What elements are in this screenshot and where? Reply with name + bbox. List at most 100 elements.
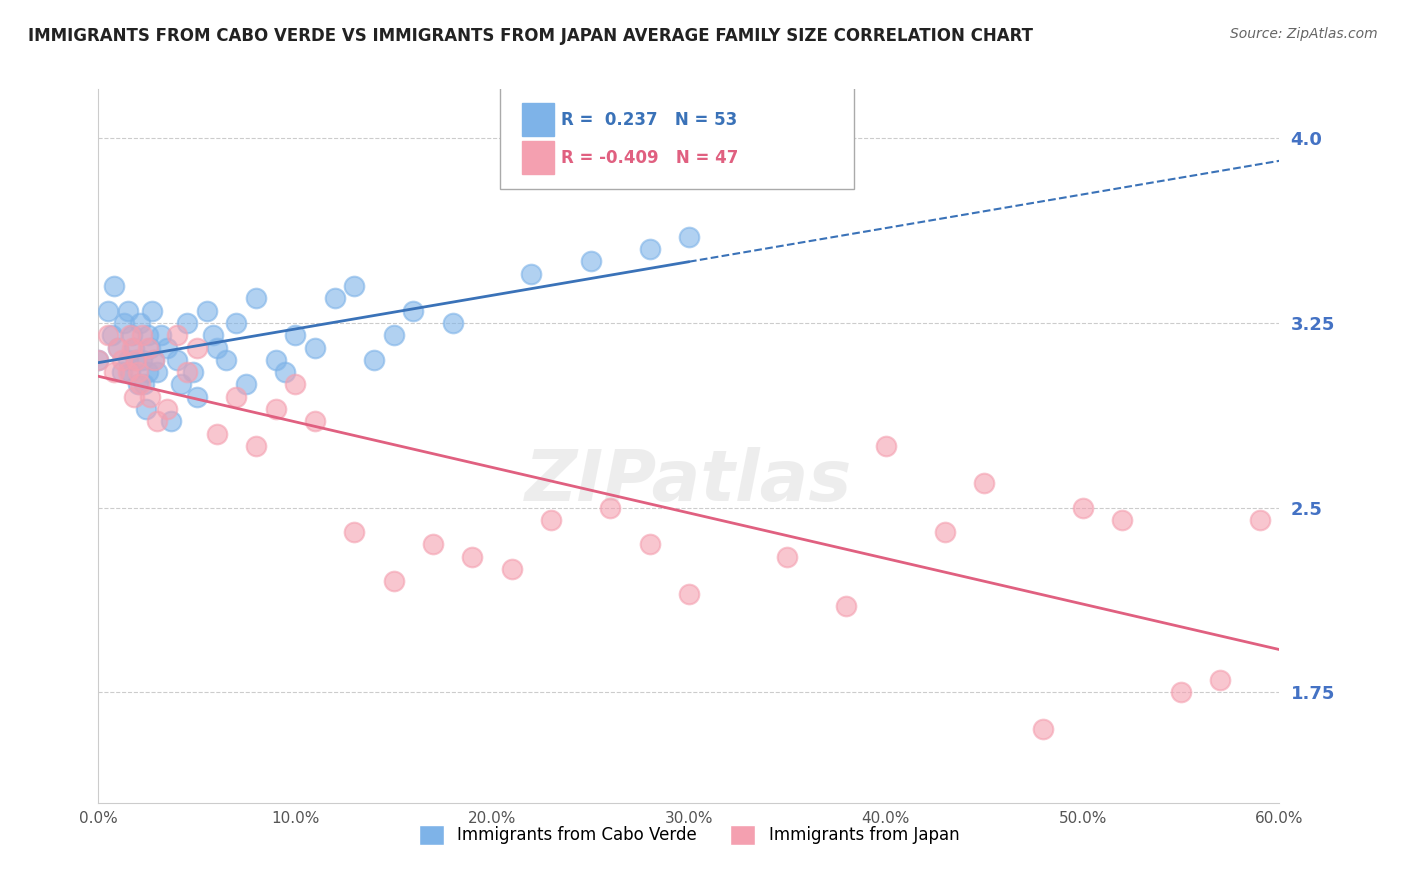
Point [579,254,602,268]
Point [245,291,267,305]
Point [131,352,153,367]
Point [304,341,326,355]
Point [875,439,897,453]
Point [107,341,129,355]
Point [122,341,145,355]
Point [103,279,125,293]
Point [176,316,198,330]
Point [441,316,464,330]
Point [97,303,120,318]
Point [215,352,238,367]
Point [122,390,145,404]
Point [138,390,160,404]
Point [264,352,287,367]
Point [186,341,208,355]
Point [166,328,188,343]
Point [973,475,995,490]
Point [132,377,155,392]
FancyBboxPatch shape [501,82,855,189]
Point [142,352,165,367]
Point [103,365,125,379]
Point [142,352,165,367]
Point [461,549,484,564]
Point [125,352,148,367]
Text: R = -0.409   N = 47: R = -0.409 N = 47 [561,149,738,167]
Point [170,377,193,392]
Point [264,402,287,417]
Point [141,303,163,318]
Point [136,365,159,379]
Point [501,562,523,576]
Point [176,365,198,379]
Text: R =  0.237   N = 53: R = 0.237 N = 53 [561,111,738,128]
Point [181,365,204,379]
Point [156,402,179,417]
Point [934,525,956,540]
Point [638,537,661,551]
Point [150,328,173,343]
Point [127,377,149,392]
Point [128,316,150,330]
Point [274,365,297,379]
Point [225,390,247,404]
Point [117,365,139,379]
Point [520,267,543,281]
Point [128,377,150,392]
Point [131,328,153,343]
Point [135,402,157,417]
Point [195,303,218,318]
Point [1032,722,1054,736]
Point [107,341,129,355]
Point [638,242,661,256]
Point [284,377,307,392]
Point [125,352,148,367]
Point [156,341,179,355]
Point [225,316,247,330]
Legend: Immigrants from Cabo Verde, Immigrants from Japan: Immigrants from Cabo Verde, Immigrants f… [412,818,966,852]
Point [284,328,307,343]
Point [1071,500,1094,515]
Point [201,328,224,343]
Point [363,352,385,367]
Point [136,341,159,355]
Point [304,414,326,428]
Point [205,341,228,355]
Point [160,414,183,428]
Point [87,352,110,367]
Point [343,525,366,540]
Point [111,352,134,367]
Point [101,328,124,343]
Point [343,279,366,293]
Point [97,328,120,343]
Point [127,365,149,379]
Point [402,303,425,318]
Point [138,341,160,355]
Text: Source: ZipAtlas.com: Source: ZipAtlas.com [1230,27,1378,41]
Point [599,500,621,515]
Point [205,426,228,441]
Point [678,587,700,601]
Point [235,377,257,392]
Point [112,316,135,330]
Point [245,439,267,453]
Point [117,303,139,318]
Point [166,352,188,367]
Point [121,341,143,355]
Point [1209,673,1232,687]
Point [540,513,562,527]
Point [776,549,799,564]
Point [121,328,143,343]
Point [382,574,405,589]
Point [118,365,141,379]
Point [186,390,208,404]
Point [146,365,169,379]
Point [1249,513,1271,527]
Point [678,230,700,244]
Point [1170,685,1192,699]
Point [117,352,139,367]
Point [835,599,858,613]
Point [422,537,444,551]
Point [87,352,110,367]
Point [323,291,346,305]
Point [1111,513,1133,527]
